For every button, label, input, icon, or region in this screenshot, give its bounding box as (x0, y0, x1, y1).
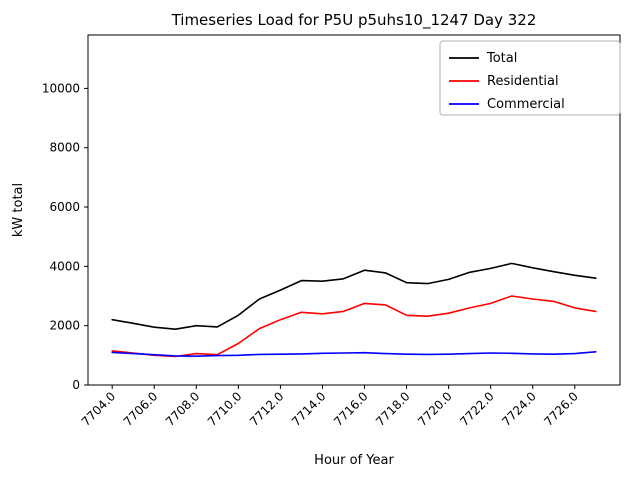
y-axis-label: kW total (11, 183, 26, 237)
legend-label-commercial: Commercial (487, 97, 565, 112)
legend-label-residential: Residential (487, 74, 559, 89)
y-tick-label: 10000 (42, 81, 80, 95)
y-tick-label: 2000 (49, 319, 80, 333)
y-tick-label: 4000 (49, 259, 80, 273)
series-line-total (111, 262, 597, 331)
x-axis-label: Hour of Year (314, 453, 394, 468)
plot-border (87, 34, 621, 386)
y-tick-label: 6000 (49, 200, 80, 214)
x-tick-label: 7726.0 (541, 389, 581, 429)
x-tick-label: 7716.0 (331, 389, 371, 429)
x-tick-label: 7710.0 (205, 389, 245, 429)
chart-title: Timeseries Load for P5U p5uhs10_1247 Day… (171, 11, 537, 30)
x-tick-label: 7724.0 (499, 389, 539, 429)
series-line-commercial (111, 350, 597, 358)
x-tick-label: 7704.0 (79, 389, 119, 429)
x-tick-label: 7718.0 (373, 389, 413, 429)
x-tick-label: 7720.0 (415, 389, 455, 429)
legend: Total Residential Commercial (439, 40, 621, 116)
legend-box (439, 40, 621, 116)
x-tick-label: 7722.0 (457, 389, 497, 429)
x-tick-label: 7706.0 (121, 389, 161, 429)
x-tick-label: 7714.0 (289, 389, 329, 429)
y-tick-label: 0 (72, 378, 80, 392)
x-tick-label: 7708.0 (163, 389, 203, 429)
series-line-residential (111, 295, 597, 358)
x-tick-label: 7712.0 (247, 389, 287, 429)
legend-label-total: Total (486, 51, 517, 66)
y-tick-label: 8000 (49, 141, 80, 155)
